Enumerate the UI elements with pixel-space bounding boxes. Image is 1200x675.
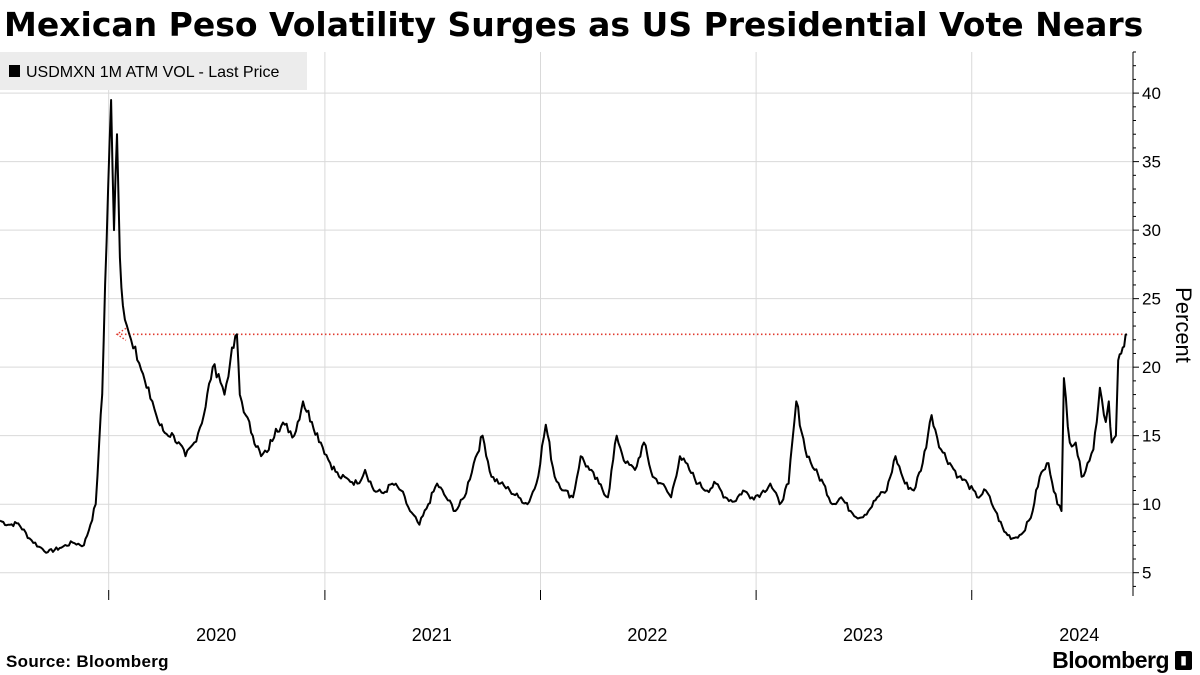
y-tick-label: 35	[1142, 153, 1161, 172]
y-tick-label: 30	[1142, 221, 1161, 240]
legend-background	[0, 52, 307, 90]
chart-title: Mexican Peso Volatility Surges as US Pre…	[4, 5, 1144, 44]
bloomberg-terminal-icon: ▮	[1175, 651, 1192, 670]
y-tick-label: 10	[1142, 495, 1161, 514]
x-axis-ticks	[108, 590, 973, 600]
gridlines	[0, 52, 1133, 596]
series-line-usdmxn-vol	[0, 99, 1128, 554]
y-tick-label: 5	[1142, 564, 1151, 583]
x-axis-labels: 2020 2021 2022 2023 2024	[196, 625, 1099, 645]
y-tick-label: 15	[1142, 427, 1161, 446]
brand-name: Bloomberg	[1052, 647, 1169, 673]
x-tick-label: 2020	[196, 625, 236, 645]
reference-arrow-head	[115, 327, 127, 341]
source-note: Source: Bloomberg	[6, 652, 169, 671]
legend-swatch	[9, 65, 20, 77]
y-axis-label: Percent	[1171, 287, 1196, 363]
x-tick-label: 2024	[1059, 625, 1099, 645]
y-tick-label: 25	[1142, 290, 1161, 309]
x-tick-label: 2021	[412, 625, 452, 645]
y-axis: 5 10 15 20 25 30 35 40	[1133, 51, 1161, 587]
legend: USDMXN 1M ATM VOL - Last Price	[0, 52, 307, 90]
y-tick-label: 40	[1142, 84, 1161, 103]
x-tick-label: 2022	[627, 625, 667, 645]
y-tick-label: 20	[1142, 358, 1161, 377]
bloomberg-logo: Bloomberg ▮	[1052, 647, 1192, 674]
legend-label: USDMXN 1M ATM VOL - Last Price	[26, 64, 279, 81]
x-tick-label: 2023	[843, 625, 883, 645]
